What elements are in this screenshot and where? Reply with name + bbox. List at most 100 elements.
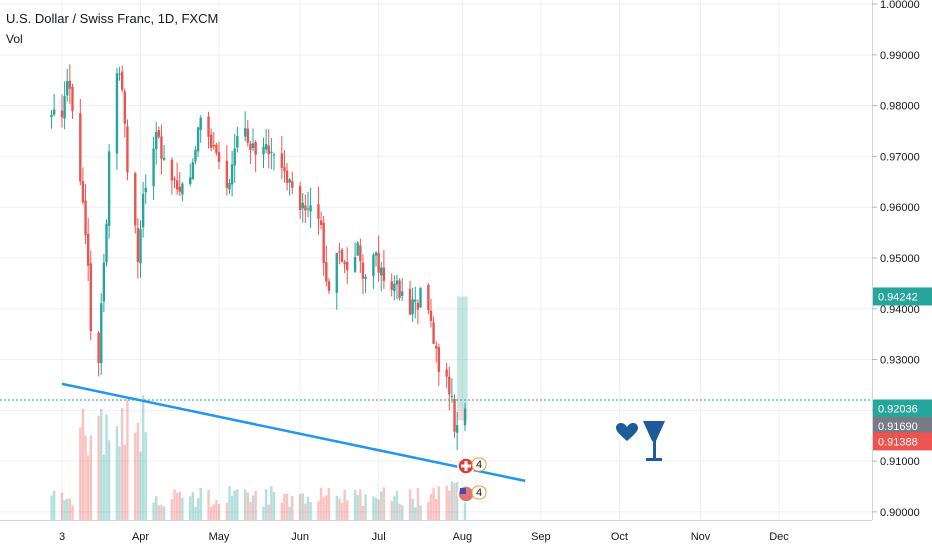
candle-body (139, 229, 142, 264)
trendline-drawing[interactable] (61, 382, 526, 483)
event-count-badge (471, 485, 487, 500)
candle-body (453, 398, 456, 432)
candle-body (126, 126, 129, 173)
candle-body (408, 288, 412, 315)
volume-bar (126, 399, 129, 520)
candle-body (317, 204, 320, 219)
volume-bar (162, 506, 166, 520)
price-tick-label: 0.95000 (880, 253, 920, 265)
candle-body (152, 148, 155, 187)
volume-bar (215, 500, 218, 520)
volume-bar (152, 502, 155, 520)
volume-bar (359, 489, 362, 520)
volume-bar (382, 487, 386, 520)
candle-body (97, 332, 100, 363)
candle-body (325, 262, 328, 282)
swiss-cross-icon-bar (461, 464, 471, 468)
volume-bar (246, 492, 249, 520)
volume-bar (374, 497, 378, 520)
candle-body (215, 144, 218, 154)
volume-bar (450, 481, 454, 520)
volume-bar (280, 502, 284, 520)
candle-body (136, 227, 140, 262)
candle-body (194, 149, 197, 162)
candle-body (455, 425, 459, 433)
volume-bar (400, 505, 404, 520)
price-axis[interactable]: 1.00000 0.99000 0.98000 0.97000 0.96000 0.950… (872, 0, 920, 519)
candle-body (100, 303, 103, 364)
candle-body (285, 170, 289, 183)
volume-bar (340, 502, 344, 520)
volume-bar (453, 482, 456, 520)
symbol-title[interactable]: U.S. Dollar / Swiss Franc, 1D, FXCM (6, 11, 219, 26)
volume-bar (236, 489, 239, 520)
volume-bar (264, 489, 268, 520)
volume-bar (291, 495, 294, 520)
volume-bar (81, 408, 85, 520)
volume-bar (304, 503, 307, 520)
volume-bar (390, 500, 393, 520)
event-marker-swiss[interactable]: 4 (457, 457, 487, 475)
event-marker-us[interactable]: 4 (457, 485, 487, 503)
price-tick-label: 0.94000 (880, 304, 920, 316)
candle-body (105, 223, 108, 263)
volume-bar (196, 498, 200, 520)
candle-body (343, 262, 346, 265)
candle-body (178, 186, 181, 192)
candle-body (393, 283, 396, 292)
volume-bar (408, 489, 412, 520)
volume-bar (89, 435, 92, 520)
candle-body (254, 142, 257, 155)
volume-bar (170, 498, 174, 520)
time-tick-label: Nov (691, 531, 711, 543)
candle-body (432, 322, 435, 344)
volume-bar (97, 415, 100, 520)
volume-bar (306, 496, 310, 520)
candle-body (395, 280, 399, 285)
candle-body (264, 144, 268, 150)
candle-body (398, 280, 401, 299)
heart-icon[interactable] (616, 423, 638, 441)
volume-bar (225, 502, 229, 520)
volume-bar (157, 505, 161, 520)
candle-body (243, 128, 247, 137)
volume-bar (427, 501, 430, 520)
candle-body (230, 164, 234, 185)
volume-indicator-label[interactable]: Vol (6, 32, 23, 46)
price-tag-label: 0.92036 (878, 403, 918, 415)
candle-body (319, 220, 323, 225)
time-tick-label: Jun (291, 531, 309, 543)
candle-body (68, 80, 72, 89)
candle-body (448, 376, 451, 395)
candle-body (364, 276, 367, 279)
position-box[interactable] (457, 296, 468, 421)
cocktail-glass-icon[interactable] (643, 421, 665, 461)
price-tick-label: 0.99000 (880, 50, 920, 62)
candle-body (102, 262, 106, 302)
volume-bar (228, 486, 231, 520)
price-tag (873, 432, 932, 451)
candle-body (411, 299, 414, 315)
price-tag (873, 417, 932, 436)
volume-bar (155, 496, 158, 520)
volume-bar (343, 489, 346, 520)
volume-bars (50, 395, 467, 520)
volume-bar (194, 506, 197, 520)
price-tick-label: 0.91000 (880, 456, 920, 468)
trendline[interactable] (61, 382, 526, 483)
candle-body (288, 179, 291, 183)
candle-body (429, 310, 433, 321)
volume-bar (50, 495, 53, 520)
candle-body (209, 134, 213, 148)
candle-body (79, 113, 82, 182)
candle-body (86, 233, 90, 266)
candle-body (212, 145, 215, 147)
volume-bar (319, 487, 323, 520)
candle-body (50, 114, 53, 117)
time-axis[interactable]: 3 Apr May Jun Jul Aug Sep Oct Nov Dec (59, 531, 789, 543)
volume-bar (395, 490, 399, 520)
volume-bar (448, 490, 451, 520)
time-tick-label: Apr (132, 531, 149, 543)
candle-body (382, 267, 386, 281)
